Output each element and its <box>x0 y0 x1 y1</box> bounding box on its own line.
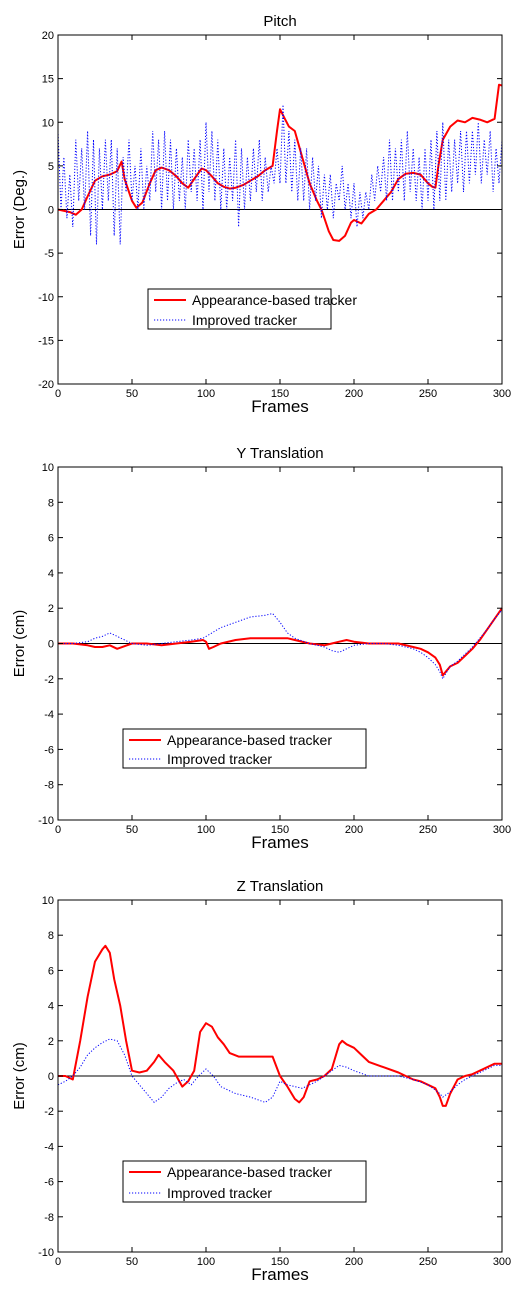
y-tick-label: 5 <box>48 161 54 173</box>
y-tick-label: 4 <box>48 568 54 580</box>
series-line-appearance-based <box>58 607 503 677</box>
y-tick-label: -2 <box>44 674 54 686</box>
x-tick-label: 100 <box>197 388 215 400</box>
y-tick-label: -10 <box>38 815 54 827</box>
y-tick-label: -15 <box>38 335 54 347</box>
y-tick-label: -6 <box>44 1177 54 1189</box>
x-axis-label: Frames <box>251 833 309 852</box>
y-tick-label: -4 <box>44 709 54 721</box>
series-line-improved <box>58 609 503 680</box>
x-tick-label: 150 <box>271 824 289 836</box>
y-tick-label: -8 <box>44 780 54 792</box>
series-line-improved <box>57 104 503 245</box>
x-tick-label: 100 <box>197 1256 215 1268</box>
legend-label: Improved tracker <box>167 751 272 767</box>
legend: Appearance-based tracker Improved tracker <box>122 1160 367 1203</box>
y-tick-label: 20 <box>42 30 54 42</box>
y-axis-label: Error (cm) <box>11 610 28 678</box>
x-axis-label: Frames <box>251 1265 309 1284</box>
x-tick-label: 250 <box>419 388 437 400</box>
x-tick-label: 100 <box>197 824 215 836</box>
y-tick-label: -10 <box>38 1247 54 1259</box>
x-tick-label: 50 <box>126 824 138 836</box>
series-line-appearance-based <box>58 944 502 1107</box>
y-tick-label: -10 <box>38 292 54 304</box>
series-line-improved <box>57 1038 502 1104</box>
legend-box <box>147 288 332 330</box>
y-tick-label: 6 <box>48 965 54 977</box>
chart-title: Pitch <box>263 13 296 30</box>
subplot-1: Pitch 0 50 100 150 200 250 300 -20 -15 -10 -5 0 5 10 15… <box>11 13 511 416</box>
y-tick-label: 2 <box>48 603 54 615</box>
x-tick-label: 150 <box>271 1256 289 1268</box>
y-tick-label: -6 <box>44 744 54 756</box>
x-tick-label: 300 <box>493 824 511 836</box>
x-tick-label: 200 <box>345 1256 363 1268</box>
y-tick-label: -8 <box>44 1212 54 1224</box>
y-tick-label: 6 <box>48 533 54 545</box>
x-tick-label: 300 <box>493 1256 511 1268</box>
y-tick-label: 8 <box>48 930 54 942</box>
y-tick-label: 10 <box>42 117 54 129</box>
y-tick-label: 4 <box>48 1001 54 1013</box>
chart-title: Z Translation <box>237 878 324 895</box>
y-tick-label: -5 <box>44 248 54 260</box>
x-tick-label: 150 <box>271 388 289 400</box>
y-tick-label: 0 <box>48 639 54 651</box>
x-tick-label: 0 <box>55 824 61 836</box>
x-axis-label: Frames <box>251 397 309 416</box>
legend-label: Appearance-based tracker <box>167 1164 332 1180</box>
series-line-appearance-based <box>57 83 503 242</box>
chart-title: Y Translation <box>236 445 323 462</box>
y-tick-label: 8 <box>48 497 54 509</box>
legend-label: Appearance-based tracker <box>192 292 357 308</box>
x-tick-label: 200 <box>345 824 363 836</box>
x-tick-label: 50 <box>126 1256 138 1268</box>
y-tick-label: 10 <box>42 462 54 474</box>
x-tick-label: 300 <box>493 388 511 400</box>
legend: Appearance-based tracker Improved tracker <box>147 288 357 330</box>
legend-label: Improved tracker <box>192 312 297 328</box>
x-tick-label: 200 <box>345 388 363 400</box>
x-tick-label: 50 <box>126 388 138 400</box>
legend-box <box>122 1160 367 1203</box>
x-tick-label: 0 <box>55 1256 61 1268</box>
legend: Appearance-based tracker Improved tracker <box>122 728 367 769</box>
y-tick-label: 2 <box>48 1036 54 1048</box>
y-axis-label: Error (cm) <box>11 1042 28 1110</box>
y-tick-label: 0 <box>48 1071 54 1083</box>
y-tick-label: -4 <box>44 1141 54 1153</box>
x-tick-label: 250 <box>419 824 437 836</box>
y-tick-label: 0 <box>48 205 54 217</box>
x-tick-label: 250 <box>419 1256 437 1268</box>
x-tick-label: 0 <box>55 388 61 400</box>
y-axis-label: Error (Deg.) <box>11 170 28 249</box>
y-tick-label: -2 <box>44 1106 54 1118</box>
legend-label: Improved tracker <box>167 1185 272 1201</box>
legend-box <box>122 728 367 769</box>
y-tick-label: -20 <box>38 379 54 391</box>
legend-label: Appearance-based tracker <box>167 732 332 748</box>
y-tick-label: 15 <box>42 74 54 86</box>
y-tick-label: 10 <box>42 895 54 907</box>
